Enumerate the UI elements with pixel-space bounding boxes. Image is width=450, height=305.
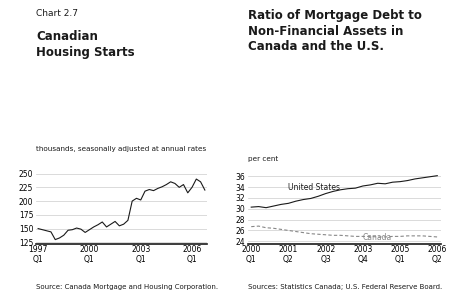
Text: Source: Canada Mortgage and Housing Corporation.: Source: Canada Mortgage and Housing Corp… — [36, 284, 218, 290]
Text: Ratio of Mortgage Debt to
Non-Financial Assets in
Canada and the U.S.: Ratio of Mortgage Debt to Non-Financial … — [248, 9, 421, 53]
Text: thousands, seasonally adjusted at annual rates: thousands, seasonally adjusted at annual… — [36, 146, 206, 152]
Text: Canada: Canada — [363, 233, 392, 242]
Text: Sources: Statistics Canada; U.S. Federal Reserve Board.: Sources: Statistics Canada; U.S. Federal… — [248, 284, 442, 290]
Text: Chart 2.7: Chart 2.7 — [36, 9, 78, 18]
Text: per cent: per cent — [248, 156, 278, 162]
Text: Canadian
Housing Starts: Canadian Housing Starts — [36, 30, 135, 59]
Text: United States: United States — [288, 184, 341, 192]
